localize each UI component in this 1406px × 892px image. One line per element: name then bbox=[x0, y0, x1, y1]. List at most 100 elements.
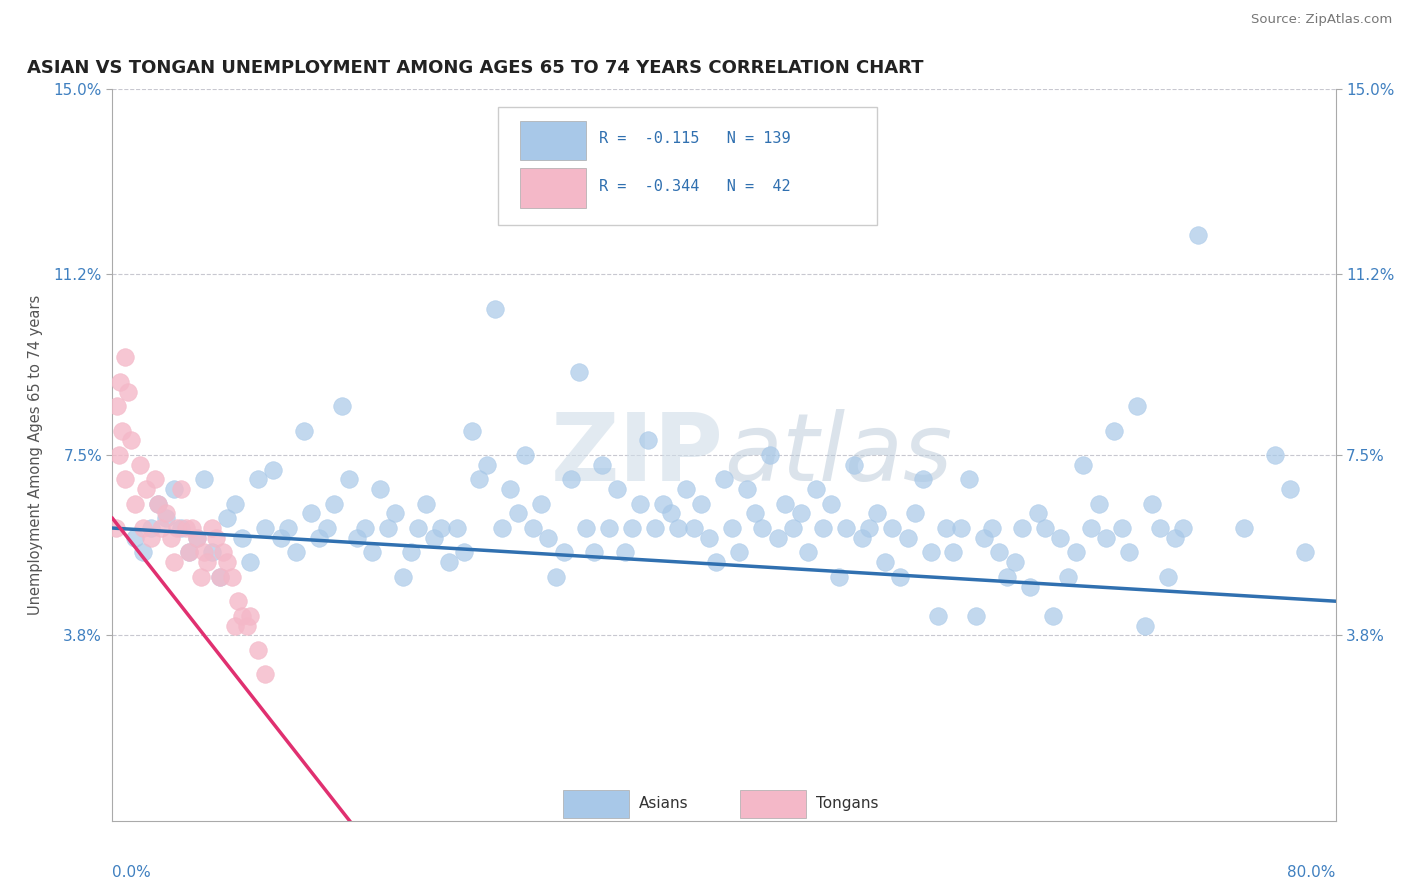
Text: Tongans: Tongans bbox=[815, 797, 879, 812]
Point bbox=[980, 521, 1002, 535]
Point bbox=[1026, 507, 1049, 521]
Point bbox=[911, 472, 934, 486]
Point bbox=[720, 521, 742, 535]
Point bbox=[544, 570, 567, 584]
Point bbox=[842, 458, 865, 472]
Point bbox=[858, 521, 880, 535]
Point bbox=[262, 462, 284, 476]
Point bbox=[246, 643, 269, 657]
Point bbox=[728, 545, 751, 559]
Point bbox=[1278, 482, 1301, 496]
Point bbox=[995, 570, 1018, 584]
Point bbox=[254, 521, 277, 535]
Text: atlas: atlas bbox=[724, 409, 952, 500]
Point bbox=[201, 521, 224, 535]
Point bbox=[675, 482, 697, 496]
Point bbox=[368, 482, 391, 496]
FancyBboxPatch shape bbox=[498, 108, 877, 225]
Point bbox=[150, 521, 173, 535]
Text: R =  -0.115   N = 139: R = -0.115 N = 139 bbox=[599, 131, 792, 146]
Point bbox=[111, 424, 134, 438]
Point bbox=[568, 365, 591, 379]
Point bbox=[308, 531, 330, 545]
Point bbox=[226, 594, 249, 608]
Point bbox=[254, 667, 277, 681]
Point bbox=[384, 507, 406, 521]
Point bbox=[889, 570, 911, 584]
Point bbox=[942, 545, 965, 559]
Point bbox=[957, 472, 980, 486]
Point bbox=[927, 608, 949, 623]
Text: 80.0%: 80.0% bbox=[1288, 864, 1336, 880]
Point bbox=[105, 399, 128, 413]
Point bbox=[392, 570, 415, 584]
Point bbox=[759, 448, 782, 462]
Point bbox=[1156, 570, 1178, 584]
Point bbox=[139, 531, 162, 545]
Text: Asians: Asians bbox=[638, 797, 688, 812]
Point bbox=[644, 521, 666, 535]
Point bbox=[170, 521, 193, 535]
Point bbox=[129, 458, 152, 472]
Point bbox=[1294, 545, 1316, 559]
Point bbox=[1233, 521, 1256, 535]
Point bbox=[221, 570, 243, 584]
Point bbox=[965, 608, 987, 623]
Point bbox=[621, 521, 644, 535]
Point bbox=[973, 531, 995, 545]
Point bbox=[1042, 608, 1064, 623]
Point bbox=[1187, 228, 1209, 243]
Point bbox=[284, 545, 308, 559]
Point bbox=[1049, 531, 1071, 545]
Point bbox=[315, 521, 337, 535]
Point bbox=[652, 497, 675, 511]
Point bbox=[1033, 521, 1056, 535]
Point bbox=[181, 521, 204, 535]
Point bbox=[174, 521, 197, 535]
Point bbox=[330, 399, 353, 413]
Y-axis label: Unemployment Among Ages 65 to 74 years: Unemployment Among Ages 65 to 74 years bbox=[28, 294, 42, 615]
Text: ZIP: ZIP bbox=[551, 409, 724, 501]
Point bbox=[195, 555, 218, 569]
Point bbox=[239, 608, 262, 623]
Point bbox=[437, 555, 460, 569]
Point bbox=[205, 531, 228, 545]
Point bbox=[231, 608, 253, 623]
Point bbox=[186, 531, 208, 545]
Point bbox=[1004, 555, 1026, 569]
Point bbox=[591, 458, 613, 472]
Point bbox=[224, 497, 246, 511]
Point bbox=[155, 511, 177, 525]
Point bbox=[766, 531, 789, 545]
FancyBboxPatch shape bbox=[562, 790, 628, 819]
Point bbox=[186, 531, 208, 545]
Point bbox=[104, 521, 127, 535]
Point bbox=[628, 497, 651, 511]
Point bbox=[866, 507, 889, 521]
Point bbox=[904, 507, 927, 521]
Point bbox=[828, 570, 851, 584]
Point bbox=[820, 497, 842, 511]
Point bbox=[522, 521, 544, 535]
Point bbox=[246, 472, 269, 486]
Point bbox=[1149, 521, 1171, 535]
Point bbox=[782, 521, 804, 535]
Point bbox=[659, 507, 682, 521]
Point bbox=[323, 497, 346, 511]
Point bbox=[1057, 570, 1080, 584]
FancyBboxPatch shape bbox=[740, 790, 806, 819]
Point bbox=[1171, 521, 1194, 535]
Point bbox=[744, 507, 766, 521]
Point bbox=[598, 521, 620, 535]
Point bbox=[804, 482, 827, 496]
Point bbox=[606, 482, 628, 496]
Text: R =  -0.344   N =  42: R = -0.344 N = 42 bbox=[599, 179, 792, 194]
Point bbox=[117, 384, 139, 399]
Point bbox=[155, 507, 177, 521]
Point bbox=[193, 545, 215, 559]
Point bbox=[506, 507, 529, 521]
Point bbox=[166, 521, 188, 535]
Point bbox=[882, 521, 904, 535]
Point bbox=[177, 545, 200, 559]
Point bbox=[560, 472, 582, 486]
